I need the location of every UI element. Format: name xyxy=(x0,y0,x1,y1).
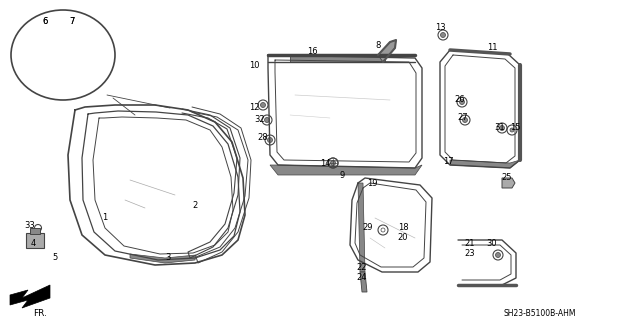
Circle shape xyxy=(330,161,335,165)
Text: 28: 28 xyxy=(258,133,268,142)
Text: 13: 13 xyxy=(435,23,445,33)
Text: 17: 17 xyxy=(443,157,453,166)
Text: 19: 19 xyxy=(367,179,377,188)
Text: 6: 6 xyxy=(42,18,48,27)
Polygon shape xyxy=(450,160,520,168)
Circle shape xyxy=(267,138,273,142)
Circle shape xyxy=(440,33,446,37)
Text: 14: 14 xyxy=(320,158,330,167)
Text: 21: 21 xyxy=(465,238,476,247)
Text: 29: 29 xyxy=(363,223,373,233)
Polygon shape xyxy=(10,285,50,308)
Text: 1: 1 xyxy=(102,213,108,222)
Text: 6: 6 xyxy=(42,18,48,27)
Polygon shape xyxy=(30,228,40,234)
Circle shape xyxy=(260,102,265,108)
Polygon shape xyxy=(66,52,77,59)
Circle shape xyxy=(500,125,505,131)
Text: FR.: FR. xyxy=(33,308,47,317)
Circle shape xyxy=(459,100,464,105)
Polygon shape xyxy=(358,183,365,272)
Text: 20: 20 xyxy=(398,234,408,243)
Polygon shape xyxy=(502,178,515,188)
Text: 18: 18 xyxy=(397,223,409,233)
Text: 8: 8 xyxy=(375,41,381,50)
Text: 30: 30 xyxy=(487,238,497,247)
Circle shape xyxy=(495,252,500,258)
Polygon shape xyxy=(30,50,35,58)
Text: 11: 11 xyxy=(487,43,497,52)
Polygon shape xyxy=(290,55,385,62)
Text: 25: 25 xyxy=(502,173,512,182)
Text: SH23-B5100B-AHM: SH23-B5100B-AHM xyxy=(503,308,576,317)
Polygon shape xyxy=(360,272,367,292)
Text: 22: 22 xyxy=(356,263,367,273)
Text: 16: 16 xyxy=(307,47,317,57)
Text: 10: 10 xyxy=(249,60,259,69)
Text: 7: 7 xyxy=(69,18,74,27)
Text: 7: 7 xyxy=(69,18,74,27)
Text: 9: 9 xyxy=(339,171,345,180)
Text: 23: 23 xyxy=(464,249,476,258)
Circle shape xyxy=(463,117,467,123)
Polygon shape xyxy=(270,165,422,175)
Text: 26: 26 xyxy=(454,95,466,105)
Ellipse shape xyxy=(11,10,115,100)
Text: 32: 32 xyxy=(255,116,265,124)
Circle shape xyxy=(265,117,270,123)
Text: 15: 15 xyxy=(510,124,520,132)
Text: 27: 27 xyxy=(458,114,468,123)
Text: 4: 4 xyxy=(30,238,35,247)
Polygon shape xyxy=(130,254,196,263)
Text: 3: 3 xyxy=(166,253,171,262)
Text: 33: 33 xyxy=(25,220,35,229)
Text: 31: 31 xyxy=(495,124,505,132)
Polygon shape xyxy=(26,233,44,248)
Text: 5: 5 xyxy=(52,253,58,262)
Polygon shape xyxy=(378,40,396,62)
Text: 24: 24 xyxy=(356,274,367,283)
Polygon shape xyxy=(45,54,56,61)
Circle shape xyxy=(510,128,514,132)
Text: 12: 12 xyxy=(249,102,259,111)
Text: 2: 2 xyxy=(192,201,198,210)
